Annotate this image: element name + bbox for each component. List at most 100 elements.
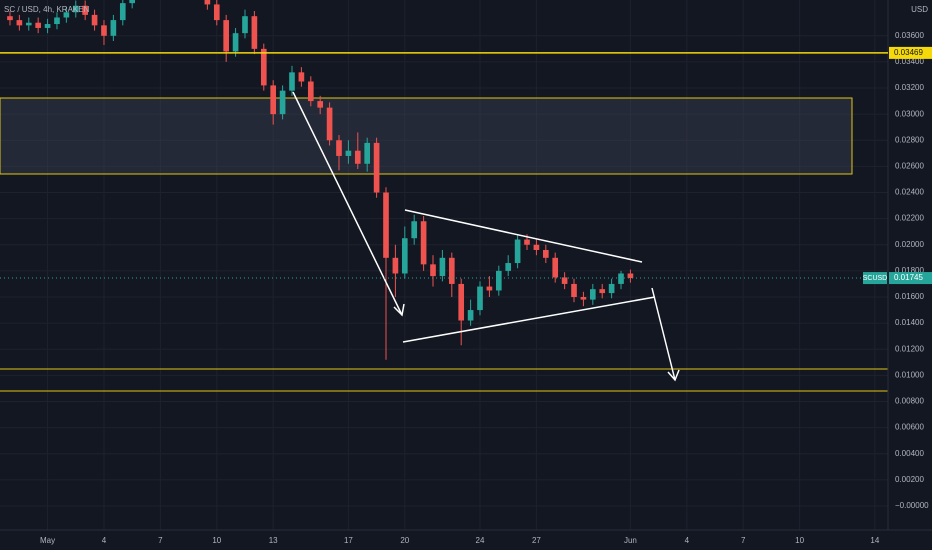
- candle-body: [561, 277, 568, 284]
- y-tick-label: 0.00200: [895, 475, 924, 484]
- x-tick-label: 4: [685, 536, 690, 545]
- candle-body: [364, 142, 371, 164]
- candle-body: [44, 24, 51, 28]
- x-tick-label: 7: [158, 536, 163, 545]
- y-unit: USD: [911, 5, 928, 14]
- x-tick-label: Jun: [624, 536, 637, 545]
- y-tick-label: 0.00800: [895, 397, 924, 406]
- drawings: [292, 91, 680, 382]
- x-tick-label: 4: [102, 536, 107, 545]
- price-label: 0.03469: [894, 48, 923, 57]
- candle-body: [514, 239, 521, 264]
- axes: 0.03600 0.03400 0.03200 0.03000 0.02800 0.026…: [40, 31, 929, 545]
- candle-body: [430, 264, 436, 277]
- candle-body: [223, 20, 230, 52]
- candle-body: [72, 5, 79, 13]
- y-tick-label: 0.03600: [895, 31, 924, 40]
- supply-zone: [0, 97, 853, 175]
- x-tick-label: 7: [741, 536, 746, 545]
- grid: [0, 0, 888, 530]
- y-tick-label: 0.01200: [895, 344, 924, 353]
- target-arrow: [651, 287, 676, 381]
- candle-body: [411, 221, 418, 239]
- candle-body: [129, 0, 135, 4]
- candle-body: [505, 263, 512, 271]
- x-tick-label: 10: [795, 536, 804, 545]
- candle-body: [204, 0, 211, 5]
- y-tick-label: 0.02000: [895, 240, 924, 249]
- candle-body: [467, 310, 474, 321]
- candle-body: [354, 150, 361, 164]
- candle-body: [119, 3, 126, 21]
- x-tick-label: 14: [870, 536, 879, 545]
- last-price-label: 0.01745: [894, 273, 923, 282]
- candle-body: [345, 150, 352, 156]
- x-tick-label: 13: [269, 536, 278, 545]
- candle-body: [326, 107, 333, 141]
- y-tick-label: 0.02400: [895, 188, 924, 197]
- candle-body: [524, 239, 530, 245]
- candle-body: [260, 48, 267, 86]
- symbol-label: SCUSD: [863, 275, 888, 282]
- y-tick-label: 0.01600: [895, 292, 924, 301]
- symbol-box: [863, 272, 887, 285]
- y-tick-label: 0.01400: [895, 318, 924, 327]
- candle-body: [110, 20, 117, 36]
- candle-body: [82, 5, 88, 15]
- candle-body: [7, 16, 13, 21]
- candle-body: [25, 22, 32, 26]
- x-tick-label: May: [40, 536, 55, 545]
- candle-body: [599, 289, 606, 294]
- candle-body: [439, 257, 446, 277]
- candle-body: [279, 90, 286, 115]
- y-tick-label: 0.01000: [895, 370, 924, 379]
- x-tick-label: 24: [476, 536, 485, 545]
- candle-body: [251, 16, 258, 49]
- candle-body: [392, 257, 399, 274]
- triangle-bottom: [402, 296, 656, 343]
- candle-body: [213, 4, 220, 21]
- chart-title: SC / USD, 4h, KRAKEN: [4, 5, 90, 14]
- candle-body: [270, 85, 277, 115]
- candle-body: [91, 14, 98, 26]
- y-tick-label: 0.03000: [895, 109, 924, 118]
- candle-body: [383, 192, 389, 258]
- y-tick-label: 0.02600: [895, 162, 924, 171]
- y-tick-label: 0.01800: [895, 266, 924, 275]
- candle-body: [317, 101, 324, 108]
- candle-body: [35, 22, 41, 28]
- x-tick-label: 27: [532, 536, 541, 545]
- candle-body: [232, 33, 239, 52]
- y-tick-label: 0.00600: [895, 423, 924, 432]
- y-tick-label: 0.03400: [895, 57, 924, 66]
- candle-body: [420, 221, 427, 265]
- y-tick-label: 0.00400: [895, 449, 924, 458]
- candle-body: [373, 142, 380, 193]
- candle-body: [401, 238, 408, 274]
- candle-body: [298, 72, 305, 82]
- x-tick-label: 10: [212, 536, 221, 545]
- price-label-box: [889, 46, 932, 59]
- x-tick-label: 17: [344, 536, 353, 545]
- candle-body: [552, 257, 559, 278]
- y-tick-label: −0.00000: [895, 501, 929, 510]
- candle-body: [571, 283, 577, 297]
- candle-body: [580, 296, 587, 300]
- arrow-head: [393, 303, 405, 317]
- candle-body: [495, 270, 502, 291]
- y-tick-label: 0.03200: [895, 83, 924, 92]
- candle-body: [486, 286, 493, 291]
- candle-body: [16, 20, 23, 26]
- candles: [7, 0, 634, 360]
- candle-body: [336, 140, 342, 156]
- candle-body: [589, 289, 596, 300]
- triangle-top: [404, 209, 643, 263]
- candle-body: [63, 12, 70, 18]
- candle-body: [54, 17, 60, 25]
- candle-body: [533, 244, 540, 250]
- candle-body: [542, 249, 549, 258]
- candle-body: [477, 286, 483, 311]
